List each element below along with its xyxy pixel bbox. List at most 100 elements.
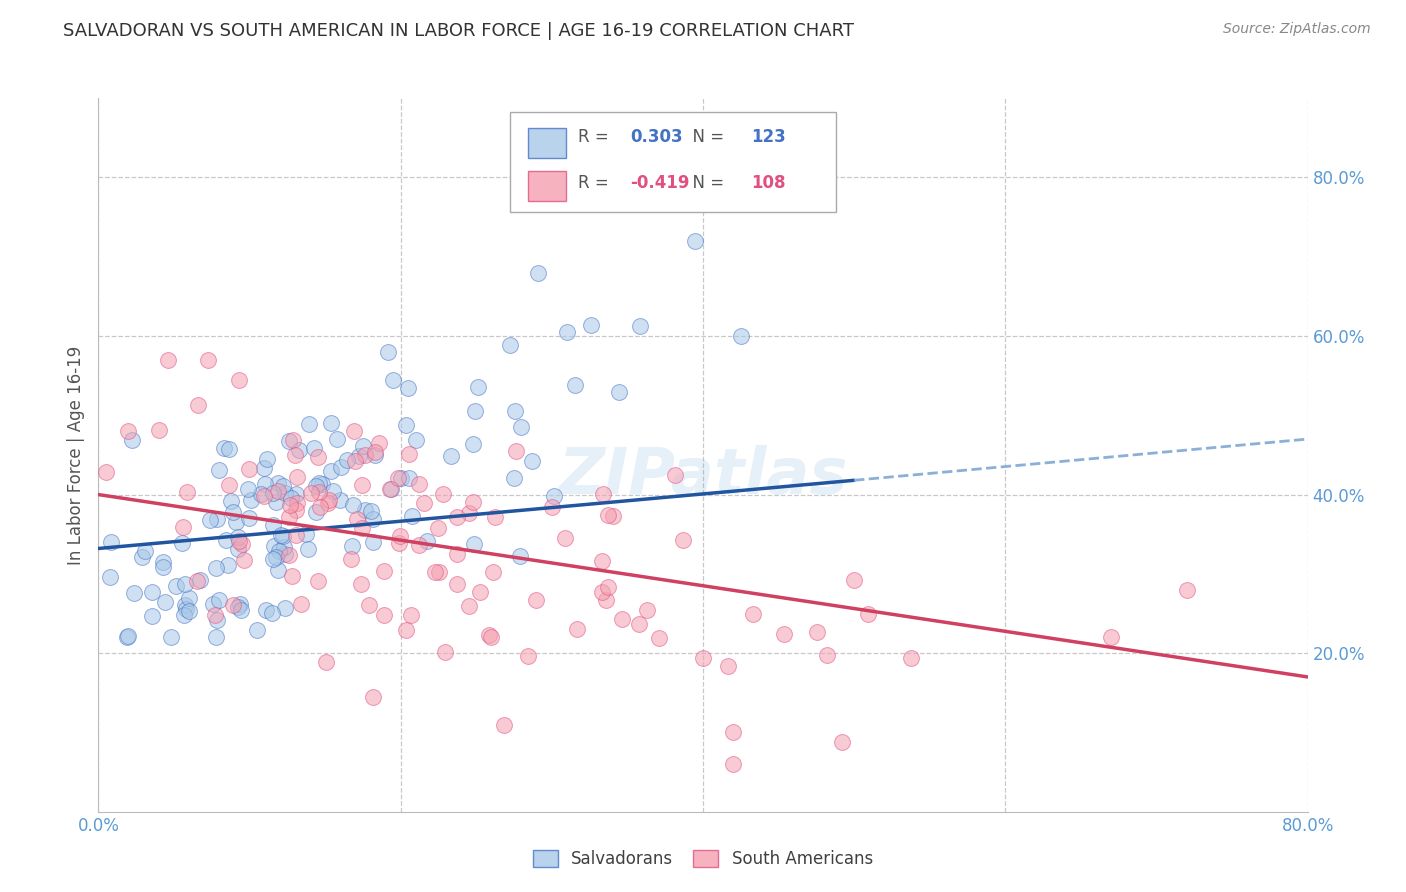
Point: [98, 570, 121, 584]
Point: [285, 527, 308, 541]
Point: [226, 599, 249, 614]
Text: R =: R =: [578, 128, 614, 146]
Point: [396, 380, 419, 394]
Point: [398, 471, 420, 485]
Point: [121, 433, 143, 447]
Point: [273, 547, 295, 561]
Point: [254, 477, 277, 491]
Point: [298, 417, 321, 431]
Point: [773, 627, 796, 641]
Text: ZIPatlas: ZIPatlas: [558, 445, 848, 508]
Point: [174, 601, 197, 615]
Point: [416, 533, 439, 548]
Point: [271, 529, 294, 543]
Point: [596, 580, 619, 594]
Point: [249, 486, 271, 500]
Point: [273, 540, 295, 554]
Point: [100, 534, 122, 549]
Point: [226, 542, 249, 557]
Bar: [527, 128, 567, 158]
Point: [278, 498, 301, 512]
Point: [564, 378, 586, 392]
Point: [598, 508, 620, 523]
Point: [648, 631, 671, 645]
Point: [115, 630, 138, 644]
Point: [281, 434, 304, 448]
Point: [152, 555, 174, 569]
Point: [844, 573, 866, 587]
Point: [285, 503, 308, 517]
Point: [503, 471, 526, 485]
Bar: [527, 171, 567, 202]
Point: [900, 650, 922, 665]
Point: [831, 735, 853, 749]
Point: [134, 544, 156, 558]
Point: [96, 465, 118, 479]
Point: [253, 461, 276, 475]
Point: [278, 510, 301, 524]
Point: [207, 613, 229, 627]
Point: [307, 574, 329, 588]
Point: [246, 624, 269, 638]
Point: [208, 593, 231, 607]
Point: [262, 551, 284, 566]
Point: [219, 494, 242, 508]
Point: [340, 539, 363, 553]
Point: [205, 512, 228, 526]
Point: [176, 485, 198, 500]
Point: [522, 454, 544, 468]
Text: -0.419: -0.419: [630, 174, 690, 192]
Point: [117, 629, 139, 643]
Point: [173, 576, 195, 591]
Point: [305, 479, 328, 493]
Text: 123: 123: [751, 128, 786, 146]
Point: [510, 419, 533, 434]
Point: [609, 384, 631, 399]
Point: [200, 513, 222, 527]
Point: [280, 491, 302, 506]
Point: [269, 543, 291, 558]
Point: [373, 564, 395, 578]
Point: [238, 511, 260, 525]
Point: [186, 574, 208, 588]
Point: [360, 504, 382, 518]
Point: [212, 441, 235, 455]
Point: [226, 530, 249, 544]
Point: [264, 550, 287, 565]
Point: [318, 493, 340, 508]
Point: [692, 650, 714, 665]
Point: [423, 565, 446, 579]
Point: [307, 450, 329, 464]
Point: [239, 493, 262, 508]
Point: [413, 496, 436, 510]
Point: [359, 598, 381, 612]
Point: [336, 453, 359, 467]
Point: [505, 444, 527, 458]
Point: [350, 478, 373, 492]
Point: [595, 592, 617, 607]
Point: [308, 485, 330, 500]
Point: [262, 606, 284, 620]
Point: [188, 573, 211, 587]
Point: [271, 479, 294, 493]
Point: [592, 487, 614, 501]
Point: [156, 352, 179, 367]
Point: [321, 464, 343, 478]
Point: [717, 658, 740, 673]
Point: [228, 534, 250, 549]
Point: [290, 597, 312, 611]
Text: Source: ZipAtlas.com: Source: ZipAtlas.com: [1223, 22, 1371, 37]
Point: [165, 579, 187, 593]
Point: [446, 509, 468, 524]
Point: [361, 690, 384, 704]
Point: [664, 468, 686, 483]
Point: [201, 598, 224, 612]
Point: [464, 404, 486, 418]
Point: [354, 503, 377, 517]
Point: [256, 451, 278, 466]
Point: [229, 597, 252, 611]
Point: [479, 630, 502, 644]
Point: [591, 554, 613, 568]
Point: [172, 520, 194, 534]
Point: [285, 496, 308, 510]
